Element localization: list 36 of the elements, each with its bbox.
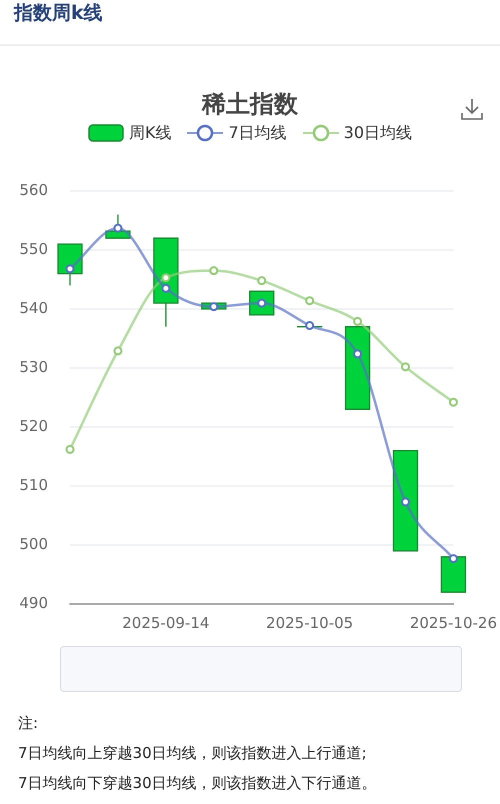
point <box>305 321 314 330</box>
point <box>66 264 74 274</box>
text: 7日均线向上穿越30日均线，则该指数进入上行通道; <box>18 743 368 764</box>
point <box>161 273 170 282</box>
point <box>305 296 314 306</box>
legend-label: 7日均线 <box>228 122 287 144</box>
y-tick-label: 550 <box>19 240 48 258</box>
y-tick-label: 560 <box>19 180 48 199</box>
point <box>161 284 170 293</box>
y-tick-label: 500 <box>19 534 48 553</box>
point <box>66 444 74 454</box>
point <box>209 266 218 276</box>
y-tick-label: 520 <box>19 416 48 435</box>
x-tick-label: 2025-09-14 <box>122 614 210 632</box>
point <box>353 316 362 326</box>
point <box>448 398 458 407</box>
text: 指数周k线 <box>14 1 103 26</box>
text: 7日均线向下穿越30日均线，则该指数进入下行通道。 <box>18 773 377 794</box>
point <box>448 554 458 564</box>
point <box>113 346 122 356</box>
point <box>113 224 122 233</box>
point <box>400 497 410 506</box>
x-tick-label: 2025-10-05 <box>266 614 354 632</box>
point <box>353 349 362 358</box>
y-tick-label: 530 <box>19 358 48 376</box>
point <box>257 276 266 286</box>
y-tick-label: 510 <box>19 476 48 494</box>
y-tick-label: 540 <box>19 298 48 317</box>
y-tick-label: 490 <box>19 594 48 612</box>
candlestick <box>249 290 274 316</box>
x-tick-label: 2025-10-26 <box>410 614 498 632</box>
legend-label: 30日均线 <box>344 122 412 144</box>
legend-label: 周K线 <box>128 122 172 144</box>
chart-title: 稀土指数 <box>200 89 299 120</box>
point <box>400 362 410 372</box>
text: 注: <box>18 713 40 734</box>
